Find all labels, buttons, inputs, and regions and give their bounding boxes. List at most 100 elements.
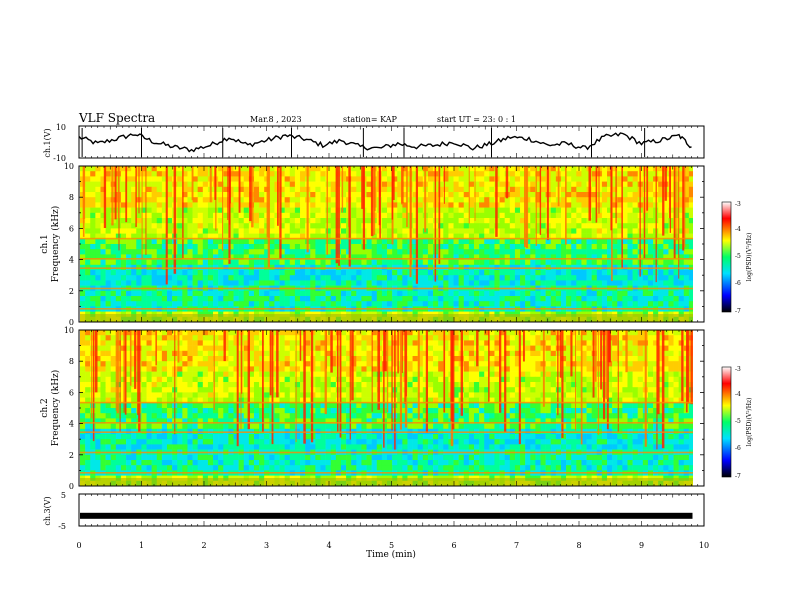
spectrogram-cell	[284, 335, 291, 341]
spectrogram-cell	[622, 275, 628, 281]
spectrogram-cell	[668, 366, 674, 372]
spectrogram-cell	[484, 218, 490, 224]
spectrogram-cell	[622, 223, 628, 229]
spectrogram-cell	[443, 376, 449, 383]
spectrogram-cell	[156, 361, 163, 367]
spectrogram-cell	[642, 238, 649, 245]
spectrogram-cell	[484, 244, 490, 250]
spectrogram-cell	[289, 233, 296, 240]
spectrogram-cell	[120, 233, 127, 240]
spectrogram-cell	[192, 228, 198, 234]
spectrogram-cell	[622, 233, 628, 240]
spectrogram-cell	[192, 212, 198, 219]
spectrogram-cell	[248, 249, 255, 255]
spectrogram-cell	[530, 223, 536, 229]
spectrogram-cell	[571, 371, 577, 378]
spectrogram-cell	[340, 223, 347, 229]
spectrogram-cell	[335, 301, 342, 307]
spectrogram-cell	[361, 376, 367, 383]
spectrogram-cell	[187, 228, 193, 234]
spectrogram-cell	[387, 244, 393, 250]
spectrogram-cell	[315, 181, 321, 188]
spectrogram-cell	[427, 238, 434, 245]
spectrogram-cell	[647, 371, 654, 378]
spectrogram-cell	[642, 270, 649, 276]
spectrogram-cell	[110, 356, 117, 362]
spectrogram-cell	[105, 356, 111, 362]
sferic-burst	[615, 166, 617, 224]
spectrogram-cell	[607, 176, 613, 182]
spectrogram-cell	[202, 376, 209, 383]
spectrogram-cell	[653, 371, 659, 378]
spectrogram-cell	[310, 171, 316, 177]
spectrogram-cell	[468, 361, 475, 367]
spectrogram-cell	[182, 290, 188, 297]
spectrogram-cell	[100, 382, 106, 388]
spectrogram-cell	[161, 340, 168, 346]
sferic-burst	[662, 166, 665, 236]
spectrogram-cell	[458, 290, 465, 297]
spectrogram-cell	[105, 218, 111, 224]
spectrogram-cell	[612, 186, 618, 193]
spectrogram-cell	[243, 166, 250, 172]
spectrogram-cell	[647, 376, 654, 383]
spectrogram-cell	[325, 218, 332, 224]
spectrogram-cell	[325, 202, 332, 208]
spectrogram-cell	[678, 192, 685, 198]
spectrogram-cell	[453, 301, 459, 307]
spectrogram-cell	[182, 192, 188, 198]
spectrogram-cell	[658, 192, 664, 198]
spectrogram-cell	[325, 376, 332, 383]
spectrogram-cell	[653, 296, 659, 302]
spectrogram-cell	[182, 301, 188, 307]
spectrogram-cell	[658, 207, 664, 214]
spectrogram-cell	[289, 371, 296, 378]
spectrogram-cell	[85, 218, 91, 224]
spectrogram-cell	[663, 280, 669, 286]
spectrogram-cell	[560, 366, 567, 372]
spectrogram-cell	[668, 238, 674, 245]
spectrogram-cell	[612, 202, 618, 208]
spectrogram-cell	[535, 238, 541, 245]
spectrogram-cell	[566, 212, 572, 219]
spectrogram-cell	[120, 212, 127, 219]
spectrogram-cell	[166, 356, 173, 362]
spectrogram-cell	[300, 301, 306, 307]
spectrogram-cell	[202, 238, 209, 245]
spectrogram-cell	[340, 176, 347, 182]
spectrogram-cell	[545, 259, 552, 266]
spectrogram-cell	[213, 350, 219, 357]
spectrogram-cell	[289, 192, 296, 198]
spectrogram-cell	[560, 192, 567, 198]
spectrogram-cell	[504, 275, 511, 281]
spectrogram-cell	[678, 244, 685, 250]
spectrogram-cell	[274, 228, 280, 234]
sferic-burst	[415, 166, 418, 284]
spectrogram-cell	[371, 371, 378, 378]
spectrogram-cell	[320, 171, 326, 177]
spectrogram-cell	[448, 259, 454, 266]
spectrogram-cell	[402, 186, 408, 193]
spectrogram-cell	[253, 186, 260, 193]
spectrogram-cell	[658, 259, 664, 266]
spectrogram-cell	[269, 176, 275, 182]
spectrogram-cell	[228, 296, 234, 302]
spectrogram-cell	[560, 330, 567, 336]
spectrogram-cell	[509, 228, 516, 234]
spectrogram-cell	[228, 254, 234, 260]
spectrogram-cell	[110, 361, 117, 367]
sferic-burst	[468, 166, 470, 224]
spectrogram-cell	[663, 290, 669, 297]
spectrogram-cell	[427, 212, 434, 219]
spectrogram-cell	[514, 330, 521, 336]
spectrogram-cell	[207, 371, 214, 378]
spectrogram-cell	[463, 192, 470, 198]
spectrogram-cell	[612, 181, 618, 188]
spectrogram-cell	[340, 238, 347, 245]
spectrogram-cell	[653, 361, 659, 367]
spectrogram-cell	[443, 335, 449, 341]
spectrogram-cell	[325, 254, 332, 260]
spectrogram-cell	[182, 176, 188, 182]
spectrogram-cell	[443, 249, 449, 255]
